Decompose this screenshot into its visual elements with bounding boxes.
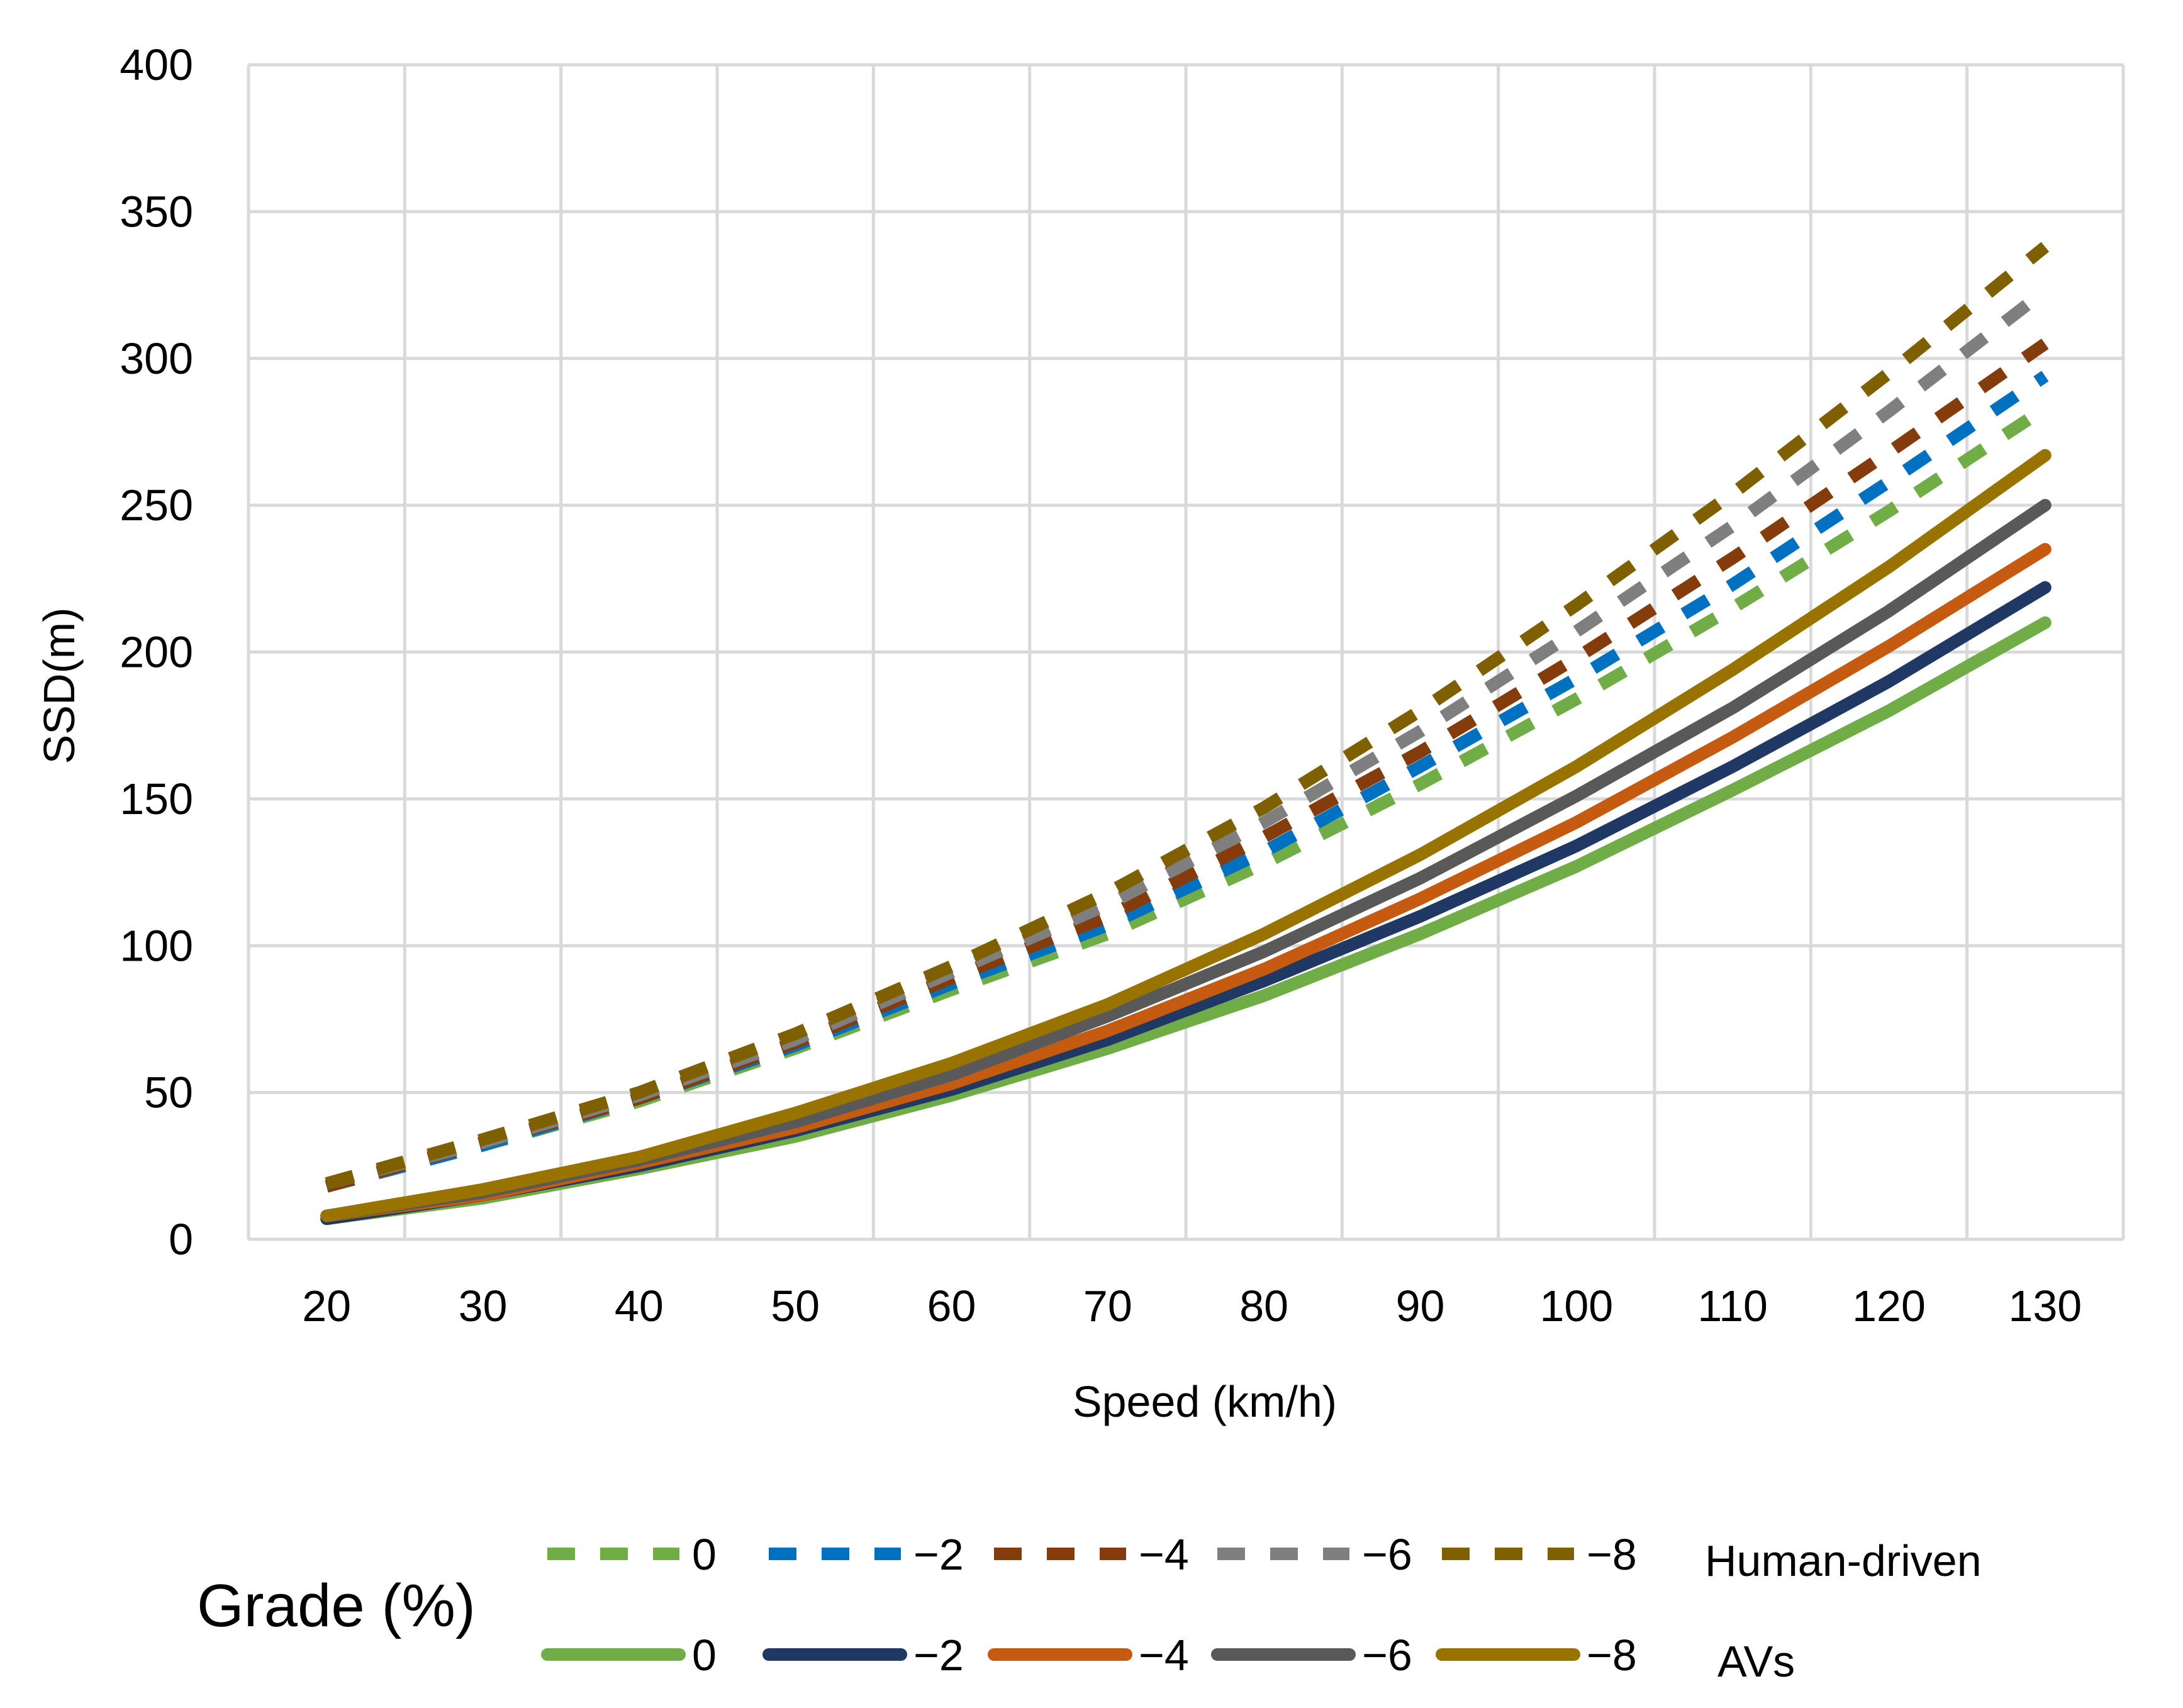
y-tick-label: 150 [120, 774, 193, 823]
legend-group-human: Human-driven [1705, 1536, 1982, 1585]
x-tick-label: 120 [1852, 1281, 1926, 1331]
x-tick-label: 130 [2008, 1281, 2082, 1331]
grid [247, 63, 2125, 1241]
x-tick-label: 100 [1539, 1281, 1613, 1331]
series-line-human-4 [325, 242, 2050, 1190]
x-tick-label: 30 [459, 1281, 508, 1331]
y-tick-label: 200 [120, 628, 193, 677]
y-tick-label: 350 [120, 187, 193, 236]
legend-label: −8 [1587, 1631, 1637, 1680]
y-tick-label: 400 [120, 40, 193, 89]
legend-label: −2 [913, 1530, 964, 1579]
series-line-human-1 [325, 371, 2049, 1193]
series-line-human-3 [325, 286, 2049, 1190]
legend-label: 0 [692, 1530, 717, 1579]
legend-group-av: AVs [1717, 1637, 1795, 1686]
legend-label: 0 [692, 1631, 717, 1680]
series-line-human-2 [325, 338, 2049, 1193]
legend-label: −8 [1587, 1530, 1637, 1579]
y-axis-title: SSD(m) [35, 608, 84, 764]
x-tick-label: 90 [1396, 1281, 1445, 1331]
legend-label: −2 [913, 1631, 964, 1680]
y-tick-label: 300 [120, 334, 193, 383]
x-tick-label: 40 [615, 1281, 664, 1331]
y-tick-label: 100 [120, 921, 193, 970]
series-line-human-0 [325, 403, 2049, 1193]
legend-label: −4 [1139, 1631, 1189, 1680]
x-tick-label: 20 [302, 1281, 351, 1331]
x-tick-label: 70 [1083, 1281, 1132, 1331]
legend-label: −4 [1139, 1530, 1189, 1579]
axes: 0 50 100 150 200 250 300 350 400 20 30 40 50 60 70 80 90… [120, 40, 2082, 1331]
y-tick-label: 50 [144, 1068, 193, 1117]
x-tick-label: 50 [771, 1281, 820, 1331]
x-axis-title: Speed (km/h) [1073, 1377, 1337, 1426]
legend-label: −6 [1362, 1631, 1412, 1680]
y-tick-label: 250 [120, 481, 193, 530]
legend: Grade (%) Human-driven AVs 0 −2 −4 −6 −8 0 −2 −… [197, 1530, 1982, 1686]
x-tick-label: 60 [927, 1281, 976, 1331]
y-tick-label: 0 [169, 1215, 193, 1264]
series-group [320, 242, 2052, 1225]
legend-title: Grade (%) [197, 1572, 476, 1639]
x-tick-label: 110 [1697, 1281, 1768, 1331]
series-line-av-9 [320, 449, 2052, 1222]
x-tick-label: 80 [1239, 1281, 1288, 1331]
legend-label: −6 [1362, 1530, 1412, 1579]
